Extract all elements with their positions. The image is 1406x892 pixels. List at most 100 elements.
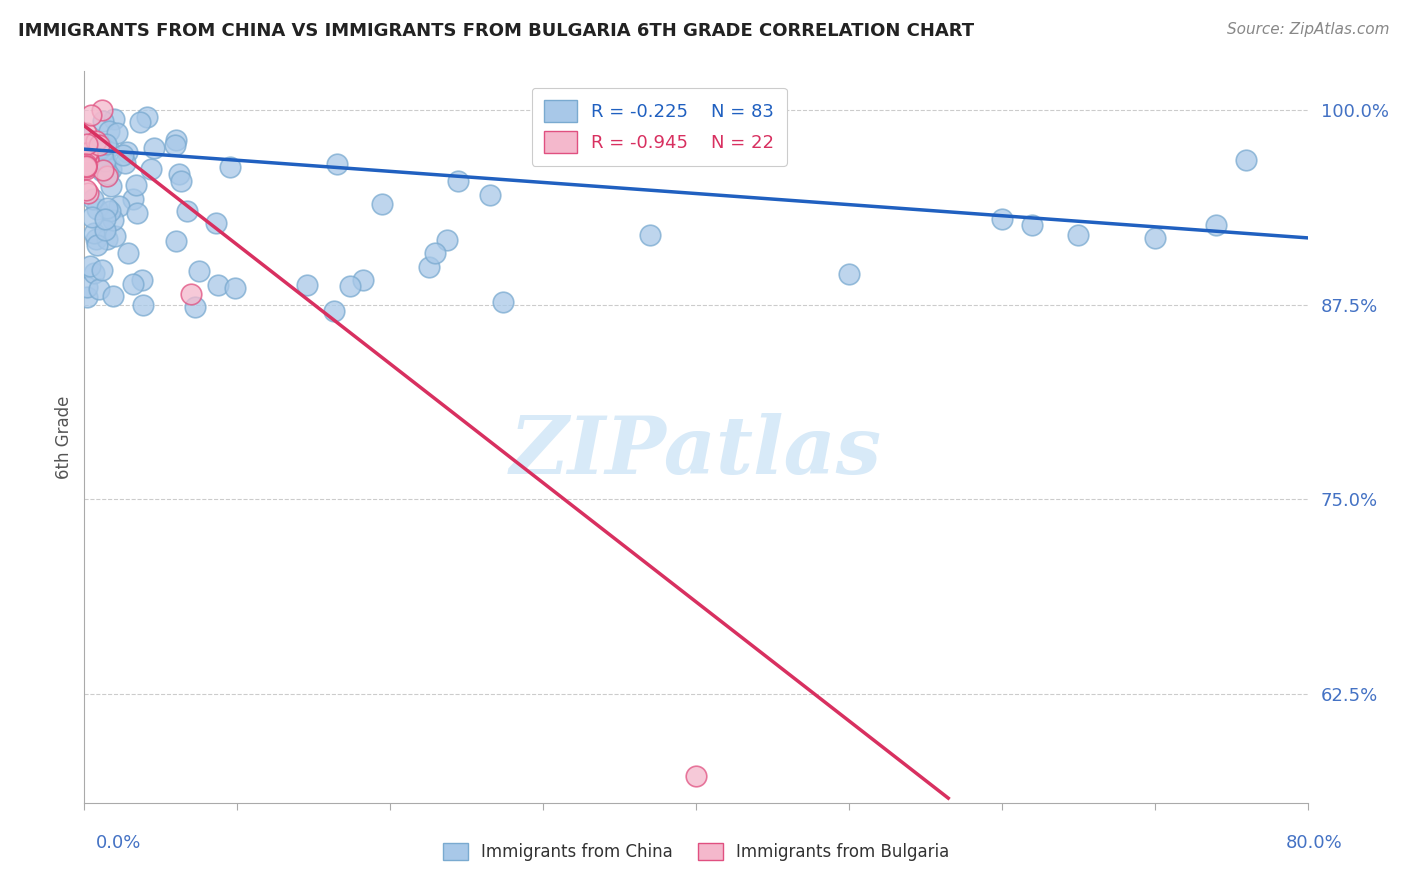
Point (122, 277, 145, 291)
Point (167, 168, 190, 182)
Point (352, 273, 374, 287)
Point (75, 159, 97, 173)
Point (87, 282, 110, 296)
Point (142, 140, 165, 154)
Point (91, 145, 114, 159)
Point (76, 136, 98, 151)
Point (105, 127, 128, 141)
Point (101, 212, 124, 227)
Point (80, 108, 103, 122)
Point (90, 164, 112, 178)
Point (165, 133, 187, 147)
Point (83, 266, 105, 280)
Point (97, 167, 120, 181)
Point (98, 204, 121, 219)
Point (339, 278, 361, 293)
Point (91, 113, 114, 128)
Point (418, 260, 440, 274)
Text: ZIPatlas: ZIPatlas (510, 413, 882, 491)
Point (90, 141, 112, 155)
Point (96, 169, 118, 183)
Point (1205, 219, 1227, 233)
Point (1067, 227, 1090, 242)
Point (188, 264, 211, 278)
Point (94, 211, 117, 226)
Point (84, 135, 107, 149)
Point (492, 295, 515, 310)
Point (89, 138, 111, 153)
Point (371, 197, 394, 211)
Y-axis label: 6th Grade: 6th Grade (55, 395, 73, 479)
Point (84, 232, 107, 246)
Point (326, 157, 349, 171)
Point (165, 234, 187, 248)
Text: IMMIGRANTS FROM CHINA VS IMMIGRANTS FROM BULGARIA 6TH GRADE CORRELATION CHART: IMMIGRANTS FROM CHINA VS IMMIGRANTS FROM… (18, 22, 974, 40)
Point (447, 173, 470, 187)
Point (838, 267, 860, 281)
Point (170, 173, 193, 187)
Point (75, 126, 97, 140)
Point (297, 277, 319, 292)
Point (1143, 231, 1166, 245)
Point (76, 146, 98, 161)
Point (131, 273, 153, 287)
Point (135, 110, 157, 124)
Point (96, 232, 118, 246)
Point (82, 193, 104, 207)
Point (685, 769, 707, 783)
Point (77, 153, 100, 167)
Point (125, 178, 148, 192)
Point (103, 112, 125, 126)
Point (991, 212, 1014, 227)
Point (96, 201, 118, 215)
Point (96, 157, 118, 171)
Point (94, 154, 117, 169)
Point (176, 203, 198, 218)
Legend: R = -0.225    N = 83, R = -0.945    N = 22: R = -0.225 N = 83, R = -0.945 N = 22 (531, 87, 787, 166)
Point (163, 138, 186, 153)
Point (76, 280, 98, 294)
Point (122, 192, 145, 206)
Point (322, 304, 344, 318)
Point (98, 124, 121, 138)
Point (108, 199, 131, 213)
Point (101, 288, 124, 302)
Point (111, 148, 134, 162)
Point (219, 160, 242, 174)
Point (76, 290, 98, 304)
Point (436, 234, 458, 248)
Point (132, 298, 155, 312)
Point (76, 146, 98, 161)
Point (205, 216, 228, 230)
Point (141, 162, 163, 177)
Point (423, 246, 446, 260)
Point (1021, 219, 1043, 233)
Point (100, 179, 122, 194)
Point (76, 131, 98, 145)
Point (115, 145, 138, 160)
Point (117, 246, 139, 260)
Point (76, 153, 98, 168)
Point (127, 206, 149, 220)
Point (83, 226, 105, 240)
Point (1236, 153, 1258, 167)
Point (180, 286, 202, 301)
Point (75, 157, 97, 171)
Point (224, 281, 246, 295)
Point (129, 114, 152, 128)
Point (76, 149, 98, 163)
Point (90, 103, 112, 118)
Point (80, 210, 103, 224)
Text: 0.0%: 0.0% (96, 834, 141, 852)
Point (76, 186, 98, 201)
Point (94, 136, 117, 151)
Point (75, 183, 97, 197)
Point (100, 162, 122, 177)
Point (75, 160, 97, 174)
Point (91, 162, 114, 177)
Point (75, 159, 97, 173)
Text: 80.0%: 80.0% (1286, 834, 1343, 852)
Point (114, 156, 136, 170)
Point (207, 278, 229, 293)
Point (97, 141, 120, 155)
